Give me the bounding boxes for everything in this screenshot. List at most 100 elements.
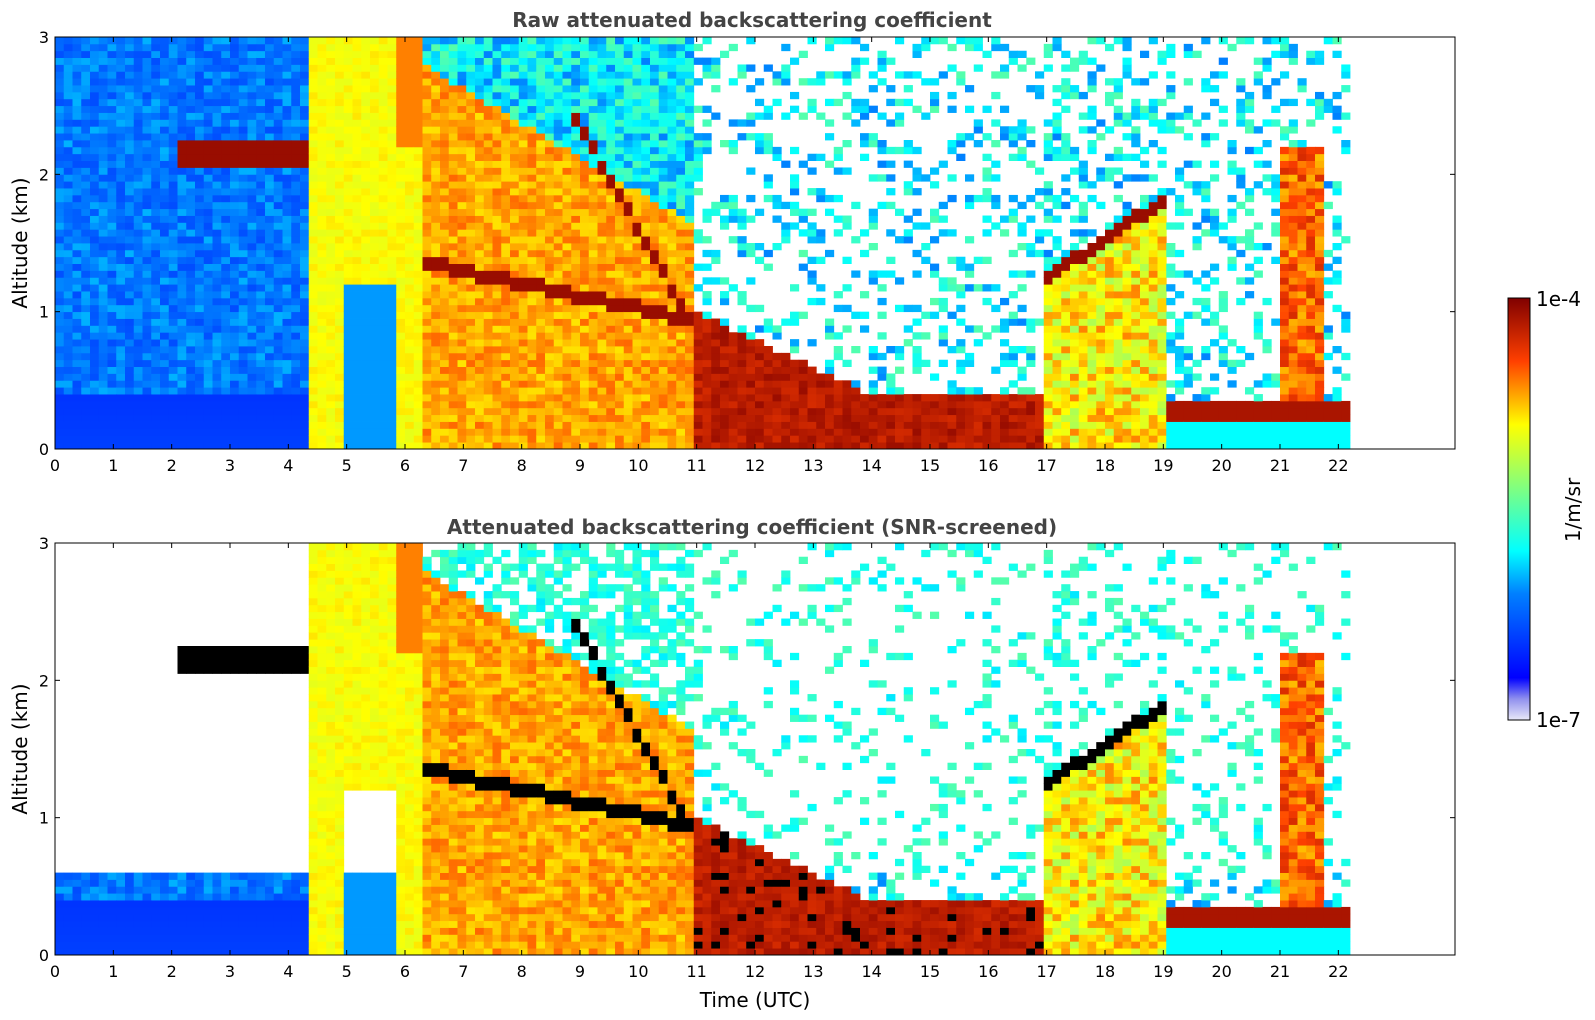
heatmap-cell (597, 91, 607, 100)
heatmap-cell (247, 174, 257, 182)
heatmap-cell (125, 215, 135, 223)
heatmap-cell (816, 236, 826, 244)
heatmap-cell (667, 160, 677, 168)
heatmap-cell (650, 421, 660, 429)
heatmap-cell (851, 311, 861, 319)
heatmap-cell (492, 78, 502, 86)
heatmap-cell (343, 284, 353, 292)
heatmap-cell (230, 332, 240, 340)
heatmap-cell (370, 98, 380, 107)
heatmap-cell (230, 146, 240, 155)
heatmap-cell (177, 194, 187, 203)
heatmap-cell (177, 284, 187, 292)
heatmap-cell (711, 407, 721, 416)
heatmap-cell (615, 119, 625, 127)
heatmap-cell (116, 332, 126, 340)
heatmap-cell (81, 91, 91, 100)
heatmap-cell (545, 366, 555, 374)
heatmap-cell (448, 435, 458, 443)
heatmap-cell (212, 421, 222, 429)
heatmap-cell (273, 119, 283, 127)
heatmap-cell (510, 291, 520, 299)
heatmap-cell (195, 43, 205, 52)
heatmap-cell (720, 414, 730, 422)
heatmap-cell (291, 43, 301, 52)
heatmap-cell (125, 119, 135, 127)
heatmap-cell (168, 208, 178, 216)
heatmap-cell (597, 407, 607, 416)
heatmap-cell (72, 57, 82, 65)
heatmap-cell (160, 339, 170, 347)
heatmap-cell (63, 435, 73, 443)
heatmap-cell (212, 64, 222, 72)
heatmap-cell (580, 359, 590, 367)
heatmap-cell (55, 442, 65, 450)
heatmap-cell (125, 50, 135, 58)
heatmap-cell (396, 400, 406, 409)
heatmap-cell (352, 174, 362, 182)
heatmap-cell (807, 153, 817, 161)
heatmap-cell (763, 249, 773, 258)
heatmap-cell (746, 243, 756, 251)
heatmap-cell (221, 263, 231, 271)
heatmap-cell (72, 332, 82, 340)
heatmap-cell (422, 133, 432, 141)
heatmap-cell (518, 346, 528, 354)
heatmap-cell (98, 339, 108, 347)
heatmap-cell (125, 174, 135, 182)
heatmap-cell (308, 71, 318, 79)
heatmap-cell (413, 112, 423, 120)
heatmap-cell (702, 263, 712, 271)
heatmap-cell (247, 284, 257, 292)
heatmap-cell (370, 277, 380, 285)
heatmap-cell (378, 167, 388, 175)
heatmap-cell (72, 366, 82, 374)
heatmap-cell (282, 394, 292, 402)
heatmap-cell (623, 78, 633, 86)
heatmap-cell (98, 400, 108, 409)
heatmap-cell (396, 160, 406, 168)
heatmap-cell (361, 442, 371, 450)
heatmap-cell (658, 98, 668, 107)
heatmap-cell (247, 435, 257, 443)
heatmap-cell (527, 346, 537, 354)
heatmap-cell (308, 304, 318, 313)
heatmap-cell (597, 105, 607, 113)
heatmap-cell (886, 174, 896, 182)
heatmap-cell (265, 201, 275, 210)
heatmap-cell (90, 50, 100, 58)
heatmap-cell (545, 37, 555, 45)
heatmap-cell (326, 291, 336, 299)
heatmap-cell (186, 188, 196, 196)
heatmap-cell (116, 277, 126, 285)
heatmap-cell (510, 174, 520, 182)
heatmap-cell (790, 407, 800, 416)
heatmap-cell (781, 201, 791, 210)
heatmap-cell (545, 146, 555, 155)
heatmap-cell (63, 50, 73, 58)
heatmap-cell (151, 133, 161, 141)
heatmap-cell (221, 297, 231, 306)
heatmap-cell (632, 318, 642, 326)
heatmap-cell (107, 194, 117, 203)
heatmap-cell (212, 304, 222, 313)
heatmap-cell (142, 64, 152, 72)
heatmap-cell (448, 421, 458, 429)
heatmap-cell (195, 229, 205, 237)
heatmap-cell (221, 181, 231, 189)
heatmap-cell (501, 366, 511, 374)
heatmap-cell (658, 414, 668, 422)
heatmap-cell (186, 57, 196, 65)
heatmap-cell (422, 229, 432, 237)
heatmap-cell (860, 249, 870, 258)
heatmap-cell (606, 394, 616, 402)
heatmap-cell (256, 133, 266, 141)
heatmap-cell (90, 146, 100, 155)
heatmap-cell (370, 256, 380, 264)
heatmap-cell (606, 91, 616, 100)
heatmap-cell (667, 140, 677, 148)
heatmap-cell (571, 414, 581, 422)
heatmap-cell (553, 394, 563, 402)
heatmap-cell (186, 126, 196, 134)
heatmap-cell (658, 146, 668, 155)
